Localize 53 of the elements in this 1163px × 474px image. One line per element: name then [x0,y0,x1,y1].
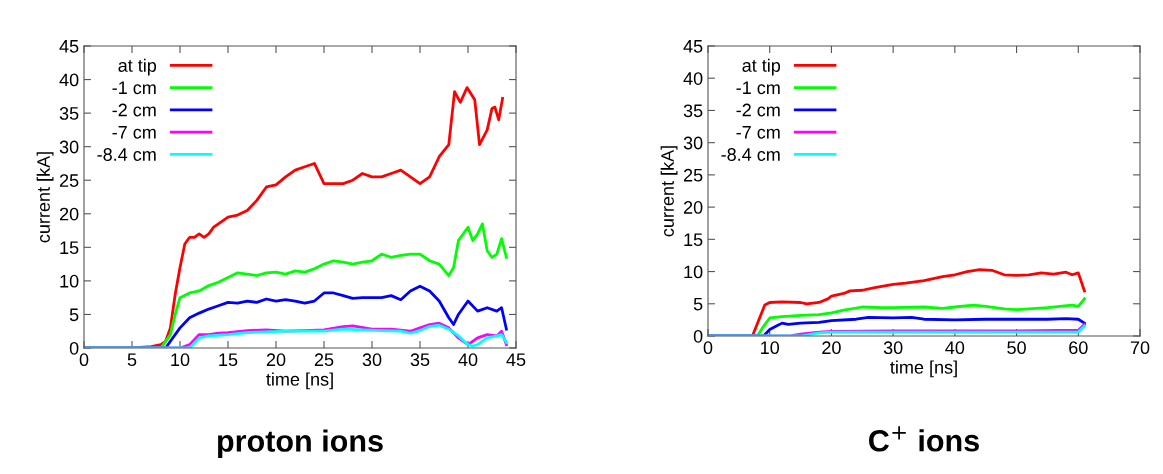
x-tick-label: 70 [1130,341,1150,355]
x-tick-label: 60 [1069,341,1088,355]
y-tick-label: 40 [59,73,79,87]
y-tick-label: 20 [683,201,703,214]
y-tick-label: 35 [59,107,79,120]
y-tick-label: 25 [59,174,79,187]
y-tick-label: 30 [683,136,703,150]
y-axis-title: current [kA] [36,152,54,243]
y-tick-label: 45 [59,40,79,53]
y-tick-label: 0 [693,329,703,343]
x-tick-label: 0 [703,341,713,355]
x-tick-label: 30 [362,353,382,367]
x-tick-label: 40 [458,353,478,367]
x-tick-label: 20 [822,341,841,355]
y-tick-label: 20 [59,207,79,221]
x-tick-label: 5 [127,353,137,367]
x-tick-label: 20 [266,353,286,367]
y-tick-label: 30 [59,140,79,154]
y-tick-label: 5 [693,297,703,311]
y-tick-label: 5 [69,308,79,322]
y-tick-label: 40 [683,72,703,85]
x-tick-label: 50 [1007,341,1026,355]
text: proton ions [218,429,383,458]
x-tick-label: 35 [410,353,430,367]
legend-label: -2 cm [112,103,156,117]
y-tick-label: 35 [683,104,703,118]
x-tick-label: 25 [314,353,334,367]
x-axis-title: time [ns] [266,372,333,390]
x-tick-label: 40 [945,341,965,355]
x-tick-label: 10 [171,353,190,367]
legend-label: -2 cm [736,103,780,117]
y-tick-label: 25 [683,168,703,182]
legend-label: -1 cm [112,81,156,95]
legend-label: at tip [118,58,157,76]
legend-label: -8.4 cm [97,148,156,161]
text: C$^{+}$ ions [869,426,979,452]
x-tick-label: 45 [506,353,526,367]
y-tick-label: 10 [684,265,703,279]
y-axis-title: current [kA] [660,146,678,237]
legend-label: -1 cm [736,81,780,95]
legend-label: -7 cm [736,126,780,139]
x-tick-label: 0 [79,353,89,367]
x-tick-label: 15 [219,353,238,367]
y-tick-label: 15 [60,241,79,255]
y-tick-label: 15 [684,233,703,247]
x-tick-label: 30 [883,341,903,355]
legend-label: at tip [742,58,781,76]
y-tick-label: 45 [683,40,703,53]
legend-label: -7 cm [112,126,156,139]
x-axis-title: time [ns] [890,360,957,378]
x-tick-label: 10 [761,341,780,355]
y-tick-label: 10 [60,274,79,288]
legend-label: -8.4 cm [721,148,780,161]
